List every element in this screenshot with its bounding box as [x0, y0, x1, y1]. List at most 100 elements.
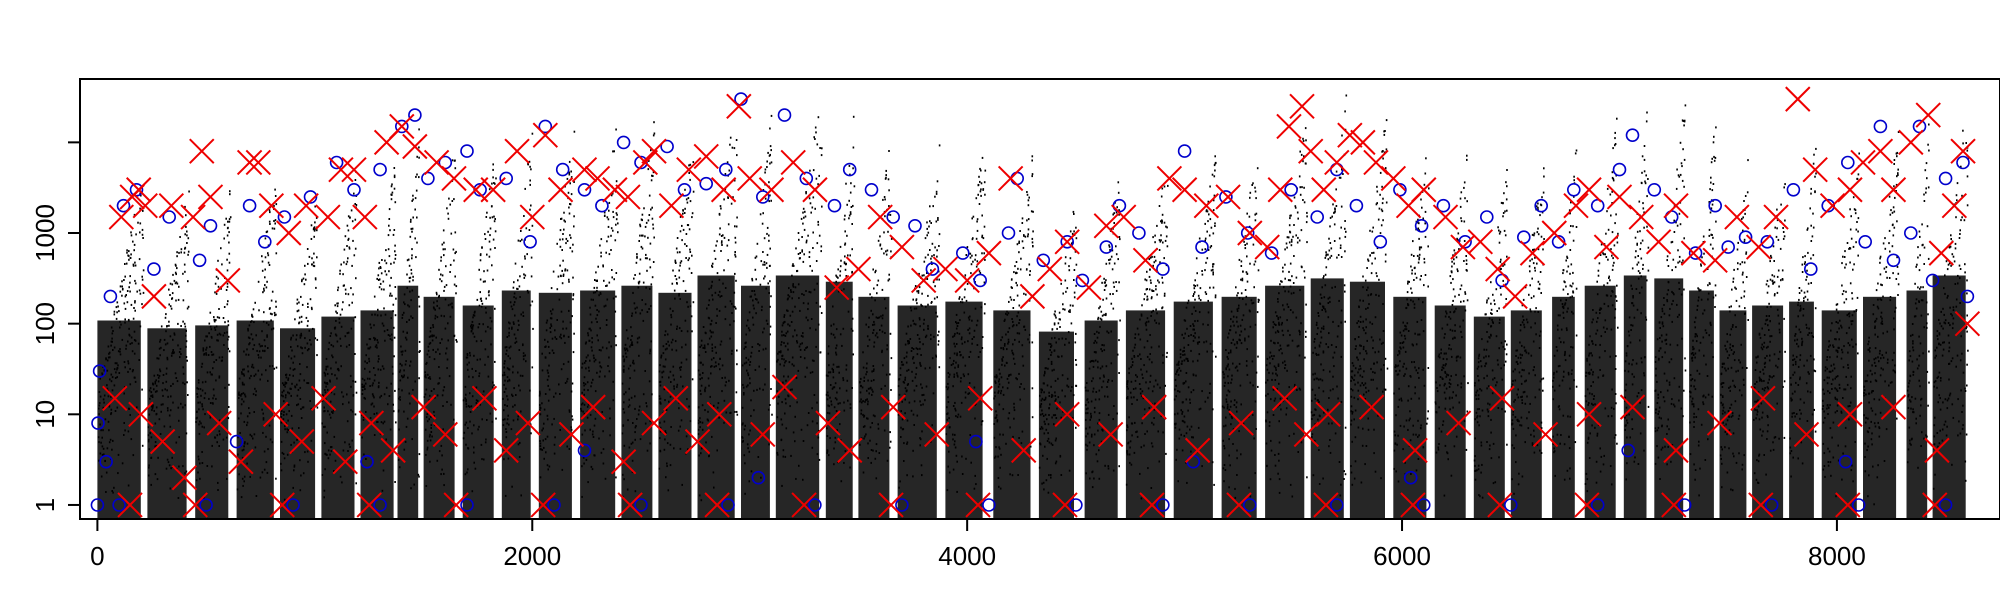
- data-point-dot: [265, 286, 268, 289]
- data-point-dot: [852, 204, 854, 207]
- data-point-dot: [442, 229, 445, 232]
- data-point-dot: [1103, 277, 1105, 280]
- data-point-dot: [936, 249, 938, 252]
- data-point-dot: [1161, 219, 1163, 222]
- data-point-dot: [1116, 206, 1118, 209]
- data-point-dot: [568, 160, 571, 163]
- data-point-dot: [180, 248, 183, 251]
- data-point-dot: [307, 302, 309, 305]
- data-point-dot: [1016, 284, 1018, 287]
- data-point-dot: [890, 237, 893, 240]
- data-point-dot: [1161, 213, 1164, 216]
- data-point-dot: [980, 182, 983, 185]
- data-point-dot: [1109, 293, 1111, 296]
- data-point-dot: [563, 211, 565, 214]
- data-point-dot: [139, 207, 141, 210]
- data-point-dot: [228, 231, 230, 234]
- data-point-dot: [652, 227, 655, 230]
- data-point-dot: [849, 211, 852, 214]
- data-point-cluster-core: [501, 290, 531, 519]
- data-point-dot: [850, 206, 853, 208]
- data-point-dot: [1166, 351, 1168, 354]
- data-point-dot: [275, 313, 277, 316]
- data-point-dot: [977, 193, 979, 196]
- data-point-dot: [187, 305, 190, 308]
- data-point-dot: [918, 286, 921, 289]
- data-point-dot: [529, 183, 531, 186]
- data-point-dot: [1148, 288, 1151, 291]
- data-point-dot: [978, 270, 981, 273]
- data-point-cluster-core: [147, 328, 187, 519]
- data-point-dot: [1214, 155, 1216, 158]
- data-point-dot: [600, 238, 603, 241]
- data-point-dot: [354, 247, 357, 250]
- data-point-dot: [412, 275, 414, 278]
- data-point-dot: [888, 278, 891, 281]
- data-point-dot: [1146, 298, 1148, 301]
- data-point-dot: [1255, 197, 1257, 200]
- data-point-dot: [395, 297, 397, 300]
- data-point-dot: [1103, 313, 1105, 316]
- data-point-dot: [494, 218, 496, 220]
- data-point-dot: [491, 216, 494, 219]
- data-point-dot: [208, 322, 211, 325]
- data-point-dot: [1146, 295, 1149, 298]
- data-point-dot: [688, 267, 691, 270]
- data-point-dot: [1058, 318, 1061, 321]
- data-point-dot: [186, 359, 188, 362]
- data-point-dot: [135, 233, 137, 236]
- data-point-dot: [492, 278, 494, 281]
- data-point-dot: [480, 297, 482, 300]
- data-point-dot: [347, 237, 350, 240]
- data-point-dot: [1201, 248, 1204, 251]
- data-point-dot: [493, 215, 495, 218]
- data-point-dot: [315, 286, 317, 289]
- data-point-dot: [124, 275, 126, 278]
- data-point-dot: [607, 225, 610, 228]
- data-point-dot: [351, 220, 354, 223]
- data-point-dot: [444, 248, 446, 251]
- data-point-dot: [408, 280, 411, 283]
- data-point-dot: [314, 228, 316, 231]
- data-point-dot: [847, 254, 849, 257]
- data-point-dot: [443, 285, 446, 288]
- data-point-dot: [529, 165, 531, 168]
- data-point-dot: [981, 252, 983, 255]
- data-point-dot: [394, 244, 396, 247]
- data-point-dot: [1244, 247, 1247, 250]
- data-point-dot: [392, 410, 395, 413]
- data-point-dot: [1032, 230, 1034, 233]
- data-point-dot: [648, 258, 651, 261]
- data-point-dot: [1012, 307, 1015, 309]
- data-point-dot: [650, 208, 652, 211]
- data-point-dot: [805, 192, 807, 195]
- data-point-dot: [269, 211, 271, 214]
- data-point-dot: [568, 212, 571, 215]
- data-point-dot: [134, 282, 137, 285]
- data-point-dot: [348, 246, 351, 249]
- data-point-dot: [975, 237, 978, 240]
- data-point-dot: [1214, 162, 1217, 165]
- data-point-dot: [1160, 239, 1162, 242]
- data-point-dot: [593, 286, 596, 289]
- data-point-dot: [678, 269, 680, 272]
- data-point-dot: [228, 350, 231, 353]
- data-point-dot: [1214, 294, 1217, 297]
- data-point-dot: [978, 175, 980, 178]
- data-point-dot: [1118, 213, 1120, 216]
- data-point-dot: [970, 263, 973, 266]
- data-point-dot: [134, 309, 136, 312]
- data-point-dot: [1165, 355, 1168, 358]
- data-point-dot: [984, 303, 986, 306]
- data-point-dot: [885, 253, 888, 256]
- data-point-dot: [485, 297, 487, 300]
- data-point-dot: [226, 303, 229, 306]
- data-point-dot: [635, 261, 638, 264]
- data-point-dot: [845, 263, 847, 266]
- data-point-dot: [492, 238, 495, 241]
- data-point-dot: [347, 215, 350, 218]
- data-point-dot: [938, 278, 940, 281]
- data-point-dot: [768, 239, 770, 242]
- data-point-dot: [223, 237, 225, 240]
- data-point-dot: [346, 224, 349, 227]
